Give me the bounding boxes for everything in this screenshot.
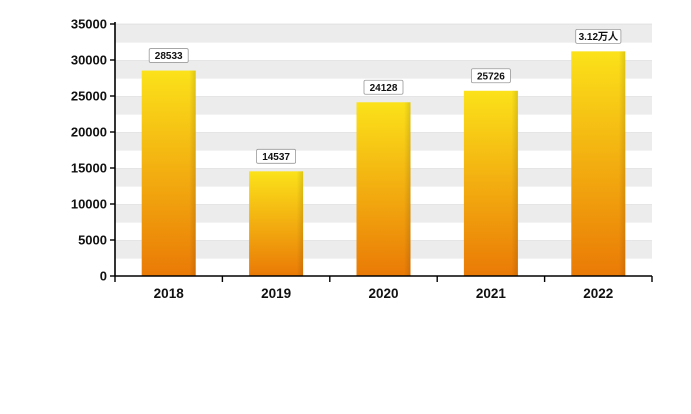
x-tick-label: 2019: [261, 286, 291, 301]
data-label-text: 3.12万人: [579, 30, 619, 43]
y-tick-label: 20000: [71, 125, 107, 140]
data-label: 3.12万人: [575, 28, 622, 44]
bar-shade-2018: [141, 70, 196, 276]
data-labels-group: 28533 14537 24128 25726 3.12万人: [148, 28, 622, 164]
data-label-box: [148, 48, 189, 63]
axes-group: 0 5000 10000 15000 20000 25000 30000 35000 2018 2…: [71, 17, 653, 301]
y-tick-label: 5000: [78, 233, 107, 248]
data-label: 28533: [148, 48, 189, 63]
data-label-text: 25726: [477, 71, 505, 82]
grid-band: [115, 42, 652, 60]
y-tick-label: 30000: [71, 53, 107, 68]
data-label-box: [256, 148, 297, 164]
y-tick-label: 15000: [71, 161, 107, 176]
bar-shade-2020: [356, 102, 411, 276]
data-label: 25726: [470, 68, 511, 84]
data-label-text: 24128: [370, 83, 398, 94]
data-label-box: [470, 68, 511, 84]
bar-shade-2019: [249, 171, 304, 276]
y-tick-label: 0: [100, 269, 107, 284]
y-tick-label: 25000: [71, 89, 107, 104]
data-label: 24128: [363, 79, 404, 95]
x-tick-label: 2022: [583, 286, 613, 301]
x-tick-label: 2018: [154, 286, 185, 301]
data-label: 14537: [256, 148, 297, 164]
grid-band: [115, 24, 652, 42]
data-label-box: [575, 28, 622, 44]
data-label-box: [363, 79, 404, 95]
data-label-text: 14537: [262, 152, 290, 163]
bars-group: [141, 51, 626, 276]
data-label-text: 28533: [155, 51, 183, 62]
x-tick-label: 2021: [476, 286, 507, 301]
y-tick-label: 35000: [71, 17, 107, 32]
y-tick-label: 10000: [71, 197, 107, 212]
x-tick-label: 2020: [368, 286, 398, 301]
bar-shade-2022: [571, 51, 626, 276]
grid-band: [115, 60, 652, 78]
bar-shade-2021: [463, 90, 518, 276]
